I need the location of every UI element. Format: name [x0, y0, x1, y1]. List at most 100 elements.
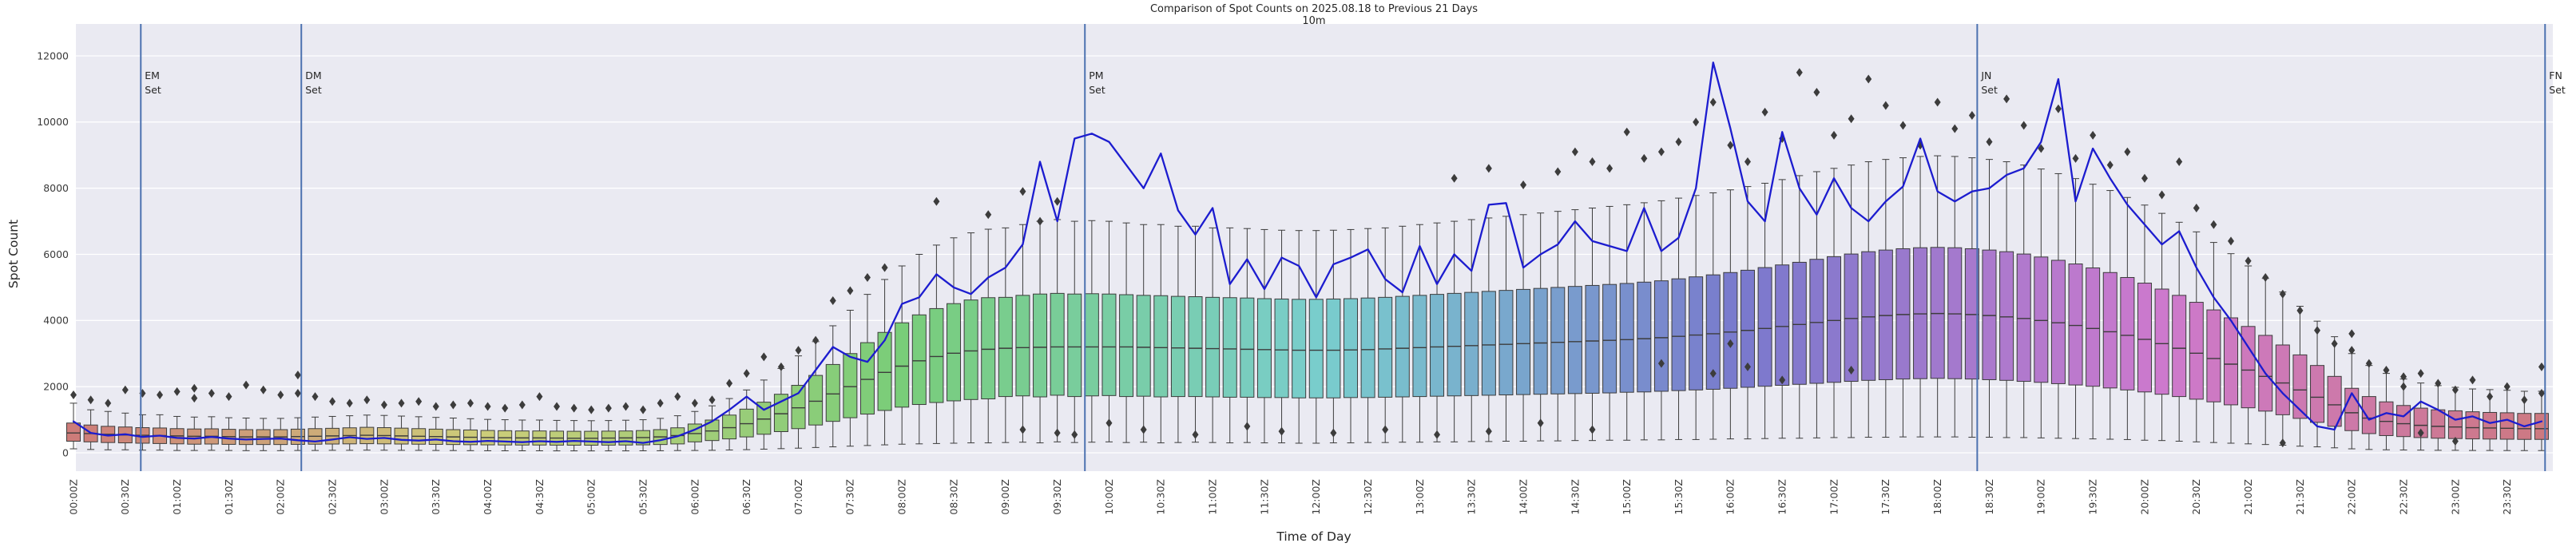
outlier-diamond	[863, 272, 871, 282]
box-group	[1464, 219, 1479, 442]
outlier-diamond	[1192, 430, 1199, 439]
y-tick-label: 2000	[43, 381, 69, 393]
outlier-diamond	[1485, 426, 1492, 436]
event-label: Set	[145, 84, 161, 96]
outlier-diamond	[985, 210, 992, 220]
outlier-diamond	[466, 398, 474, 408]
box	[791, 385, 806, 430]
box-group	[1809, 171, 1824, 438]
box	[1464, 291, 1479, 396]
box	[2447, 410, 2463, 439]
box	[1930, 247, 1945, 379]
box	[1809, 259, 1824, 384]
box-group	[2154, 212, 2169, 442]
box-group	[1136, 224, 1151, 443]
outlier-diamond	[1934, 97, 1941, 107]
outlier-diamond	[2487, 392, 2494, 402]
box	[1067, 293, 1082, 398]
outlier-diamond	[640, 405, 647, 414]
box-group	[705, 405, 720, 451]
box	[66, 422, 81, 442]
box-group	[1170, 225, 1185, 443]
x-tick-label: 04:00Z	[482, 479, 494, 515]
outlier-diamond	[795, 346, 802, 355]
outlier-diamond	[691, 398, 698, 408]
outlier-diamond	[380, 400, 387, 410]
box	[2327, 375, 2342, 427]
box	[843, 353, 858, 418]
box-group	[1188, 225, 1203, 443]
box-group	[273, 418, 288, 451]
box	[1964, 248, 1979, 380]
outlier-diamond	[312, 392, 319, 402]
x-tick-label: 22:30Z	[2397, 479, 2409, 515]
outlier-diamond	[829, 295, 836, 305]
outlier-diamond	[294, 388, 301, 398]
outlier-diamond	[208, 388, 215, 398]
axes-background	[76, 24, 2553, 471]
outlier-diamond	[432, 402, 439, 411]
outlier-diamond	[743, 369, 750, 379]
box-group	[221, 417, 236, 451]
chart-subtitle: 10m	[1302, 15, 1325, 27]
box	[2086, 267, 2101, 387]
box-group	[1360, 228, 1375, 443]
outlier-diamond	[2521, 395, 2528, 405]
x-tick-label: 01:30Z	[223, 479, 235, 515]
box-group	[342, 415, 357, 451]
box	[2068, 264, 2083, 386]
x-tick-label: 19:00Z	[2035, 479, 2047, 515]
outlier-diamond	[1899, 121, 1907, 130]
box-group	[1412, 224, 1427, 443]
box	[1343, 298, 1358, 398]
outlier-diamond	[2262, 272, 2269, 282]
box	[911, 314, 927, 406]
outlier-diamond	[2228, 236, 2234, 246]
x-tick-label: 05:30Z	[637, 479, 649, 515]
box	[756, 402, 772, 435]
x-tick-label: 20:30Z	[2190, 479, 2202, 515]
box	[1913, 247, 1928, 379]
box-group	[791, 355, 806, 449]
outlier-diamond	[2331, 339, 2338, 348]
box	[1430, 294, 1445, 397]
box	[1947, 247, 1963, 379]
box	[2102, 272, 2118, 389]
box	[2120, 276, 2135, 390]
event-label: DM	[305, 69, 321, 81]
box-group	[1844, 165, 1859, 438]
box-group	[1637, 202, 1652, 441]
box	[1516, 288, 1531, 395]
outlier-diamond	[2348, 346, 2356, 355]
box-group	[2086, 184, 2101, 440]
x-tick-label: 21:30Z	[2294, 479, 2306, 515]
outlier-diamond	[105, 398, 112, 408]
box	[1895, 248, 1911, 380]
box-group	[2172, 221, 2187, 442]
box	[825, 363, 840, 422]
box-group	[169, 415, 185, 451]
box	[1619, 283, 1634, 393]
outlier-diamond	[1968, 111, 1975, 121]
outlier-diamond	[1589, 157, 1596, 167]
box	[1982, 249, 1997, 380]
outlier-diamond	[277, 390, 284, 400]
outlier-diamond	[1848, 114, 1855, 124]
box	[1689, 276, 1704, 390]
box	[1256, 298, 1272, 398]
boxplot-layer	[66, 155, 2549, 452]
outlier-diamond	[346, 398, 353, 408]
x-tick-label: 18:30Z	[1983, 479, 1995, 515]
outlier-diamond	[570, 403, 578, 413]
box-group	[1481, 217, 1496, 442]
box-group	[963, 232, 978, 444]
outlier-diamond	[622, 402, 629, 411]
box	[2379, 401, 2394, 436]
outlier-diamond	[294, 371, 301, 380]
box-group	[2120, 196, 2135, 440]
box	[1326, 298, 1341, 398]
outlier-diamond	[484, 402, 491, 411]
outlier-diamond	[1744, 362, 1751, 371]
outlier-diamond	[1761, 107, 1768, 117]
x-tick-label: 16:00Z	[1725, 479, 1737, 515]
